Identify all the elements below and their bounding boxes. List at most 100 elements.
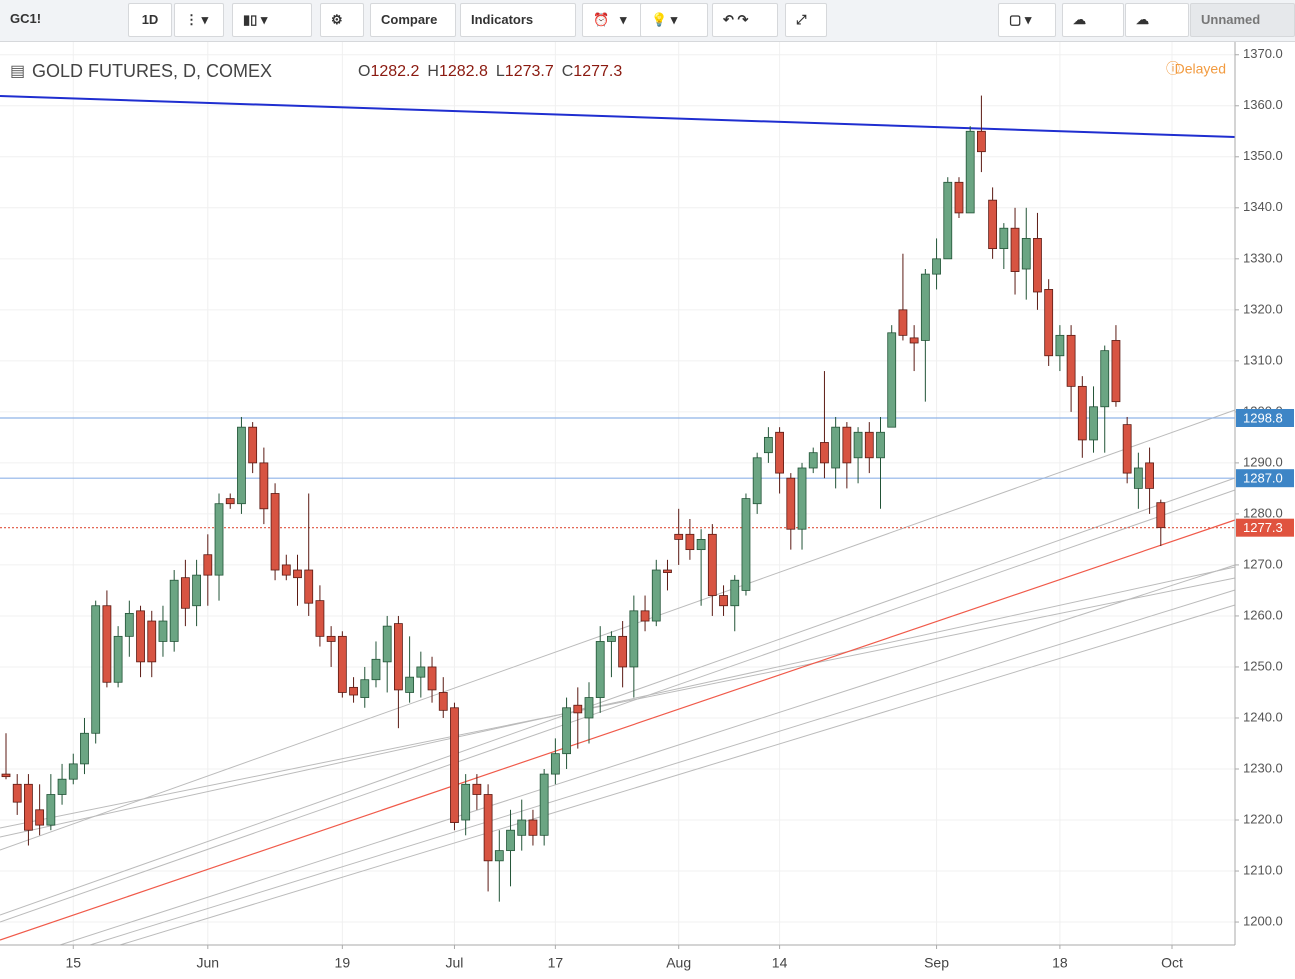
chart-style[interactable]: ▮▯ ▾ <box>232 3 312 37</box>
layout-name[interactable]: Unnamed <box>1190 3 1295 37</box>
candle-body <box>786 477 796 530</box>
candle-body <box>752 457 762 505</box>
candle-body <box>270 493 280 571</box>
grid <box>0 42 1235 945</box>
symbol[interactable]: GC1! <box>10 11 42 26</box>
x-tick-label: 19 <box>335 955 351 971</box>
candle-body <box>607 635 616 642</box>
y-tick-label: 1220.0 <box>1243 811 1283 826</box>
candle-body <box>12 783 22 803</box>
candle-body <box>1021 238 1031 270</box>
candle-body <box>1066 334 1076 387</box>
trend-line <box>59 564 1236 946</box>
candle-body <box>147 620 157 663</box>
candle-body <box>943 181 953 260</box>
candle-body <box>573 704 583 714</box>
candle-body <box>1089 406 1098 441</box>
ohlc-key: H <box>427 63 439 80</box>
candle-body <box>651 569 661 622</box>
candle-body <box>887 332 897 428</box>
candle-body <box>57 778 67 795</box>
candle-body <box>450 707 459 823</box>
x-tick-label: 14 <box>772 955 788 971</box>
candle-body <box>674 533 684 540</box>
channel-line <box>0 95 1236 138</box>
candle-body <box>337 635 347 693</box>
candle-body <box>831 426 841 469</box>
toolbar: GC1! 1D ⋮ ▾ ▮▯ ▾ ⚙ Compare Indicators ⏰ … <box>0 0 1295 42</box>
candle-body <box>853 431 863 459</box>
interval[interactable]: 1D <box>128 3 172 37</box>
candle-body <box>1 773 11 778</box>
ohlc-value: 1273.7 <box>505 63 554 80</box>
load[interactable]: ☁ <box>1062 3 1124 37</box>
y-tick-label: 1280.0 <box>1243 505 1283 520</box>
y-tick-label: 1200.0 <box>1243 913 1283 928</box>
candle-body <box>763 436 773 454</box>
save[interactable]: ☁ <box>1125 3 1189 37</box>
undo-redo[interactable]: ↶ ↷ <box>712 3 778 37</box>
candle-body <box>304 569 314 604</box>
candle-body <box>438 692 448 711</box>
status-icon: ⓘ <box>1166 61 1180 77</box>
candle-body <box>416 666 426 678</box>
candle-body <box>360 679 370 698</box>
trend-line <box>0 566 1236 838</box>
candle-body <box>68 763 78 780</box>
x-tick-label: Jun <box>197 955 220 971</box>
y-tick-label: 1210.0 <box>1243 862 1283 877</box>
ideas[interactable]: 💡 ▾ <box>640 3 708 37</box>
candle-body <box>214 503 224 576</box>
candle-body <box>124 612 134 637</box>
candle-body <box>977 130 986 153</box>
x-tick-label: Aug <box>666 955 691 971</box>
color[interactable]: ▢ ▾ <box>998 3 1056 37</box>
candle-body <box>225 498 235 505</box>
candle-body <box>1145 462 1154 489</box>
price-label-box <box>1236 408 1294 427</box>
candle-body <box>898 309 908 336</box>
candle-body <box>326 635 336 642</box>
y-tick-label: 1290.0 <box>1243 454 1283 469</box>
more-intervals[interactable]: ⋮ ▾ <box>174 3 224 37</box>
trend-line <box>0 409 1236 851</box>
status: Delayed <box>1175 61 1226 77</box>
candle-body <box>550 753 560 775</box>
candle-body <box>920 273 930 341</box>
fullscreen[interactable]: ⤢ <box>785 3 827 37</box>
legend-title: GOLD FUTURES, D, COMEX <box>32 61 272 81</box>
y-tick-label: 1330.0 <box>1243 250 1283 265</box>
candle-body <box>1033 238 1042 293</box>
candle-body <box>1156 502 1166 529</box>
candle-body <box>192 574 201 607</box>
trend-line <box>119 604 1236 946</box>
candle-body <box>259 462 269 510</box>
candle-body <box>237 426 246 505</box>
trend-line <box>89 589 1236 946</box>
candle-body <box>506 829 515 852</box>
candle-body <box>248 426 258 464</box>
candle-body <box>1100 350 1110 408</box>
trend-line <box>0 519 1236 941</box>
legend-icon[interactable]: ▤ <box>10 63 25 80</box>
candle-body <box>472 783 482 795</box>
candle-body <box>741 498 751 591</box>
candle-body <box>394 623 403 691</box>
candle-body <box>1111 340 1121 403</box>
y-tick-label: 1310.0 <box>1243 352 1283 367</box>
candle-body <box>136 610 145 663</box>
settings[interactable]: ⚙ <box>320 3 364 37</box>
candle-body <box>371 658 381 681</box>
candle-body <box>1122 424 1132 474</box>
indicators[interactable]: Indicators <box>460 3 576 37</box>
candle-body <box>696 539 706 551</box>
y-tick-label: 1230.0 <box>1243 760 1283 775</box>
compare[interactable]: Compare <box>370 3 456 37</box>
candle-body <box>584 697 594 719</box>
candle-body <box>46 794 56 826</box>
candle-body <box>539 773 549 836</box>
candle-body <box>349 686 358 696</box>
candle-body <box>1077 385 1087 441</box>
candle-body <box>797 467 807 530</box>
y-tick-label: 1350.0 <box>1243 148 1283 163</box>
